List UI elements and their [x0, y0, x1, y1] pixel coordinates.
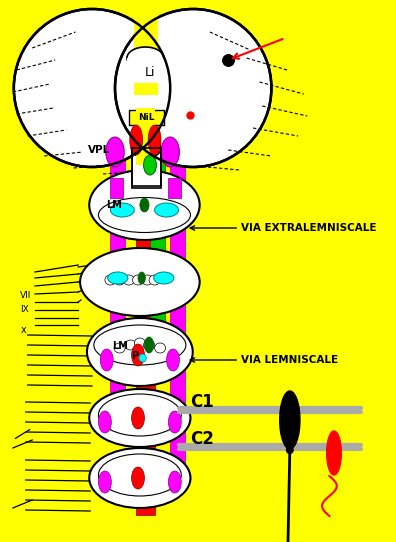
- Ellipse shape: [114, 343, 125, 353]
- Ellipse shape: [327, 431, 341, 475]
- Bar: [131, 148, 161, 186]
- Text: Li: Li: [145, 66, 155, 79]
- Ellipse shape: [154, 272, 174, 284]
- Ellipse shape: [167, 349, 179, 371]
- Ellipse shape: [106, 137, 124, 167]
- Ellipse shape: [149, 275, 160, 285]
- Text: VII: VII: [20, 291, 32, 300]
- Bar: [131, 148, 161, 188]
- Text: VIA EXTRALEMNISCALE: VIA EXTRALEMNISCALE: [241, 223, 377, 233]
- Text: VPL: VPL: [88, 145, 110, 155]
- Ellipse shape: [115, 9, 271, 167]
- Bar: [110, 178, 123, 198]
- Ellipse shape: [99, 411, 111, 433]
- Ellipse shape: [142, 275, 153, 285]
- Ellipse shape: [123, 275, 134, 285]
- Ellipse shape: [131, 407, 145, 429]
- Bar: [150, 130, 165, 375]
- Bar: [110, 130, 125, 435]
- Ellipse shape: [99, 197, 190, 233]
- Bar: [129, 110, 164, 125]
- Ellipse shape: [105, 275, 116, 285]
- Ellipse shape: [125, 340, 136, 350]
- Text: VIA LEMNISCALE: VIA LEMNISCALE: [241, 355, 338, 365]
- Text: C1: C1: [190, 393, 214, 411]
- Ellipse shape: [145, 337, 154, 353]
- Bar: [127, 58, 166, 83]
- Ellipse shape: [140, 198, 149, 212]
- Text: NiL: NiL: [138, 113, 154, 121]
- Ellipse shape: [99, 471, 111, 493]
- Ellipse shape: [114, 275, 125, 285]
- Ellipse shape: [138, 272, 145, 284]
- Bar: [170, 130, 185, 475]
- Ellipse shape: [161, 137, 179, 167]
- Ellipse shape: [127, 47, 164, 69]
- Ellipse shape: [131, 467, 145, 489]
- Ellipse shape: [154, 343, 166, 353]
- Ellipse shape: [168, 471, 181, 493]
- Ellipse shape: [280, 391, 300, 449]
- Ellipse shape: [89, 448, 190, 508]
- Ellipse shape: [133, 275, 143, 285]
- Bar: [168, 178, 181, 198]
- Ellipse shape: [87, 318, 193, 386]
- Ellipse shape: [100, 349, 113, 371]
- Bar: [136, 108, 154, 128]
- Ellipse shape: [143, 340, 154, 350]
- Ellipse shape: [131, 138, 161, 158]
- Text: LM: LM: [106, 200, 122, 210]
- Polygon shape: [136, 125, 154, 165]
- Ellipse shape: [139, 354, 146, 362]
- Ellipse shape: [94, 325, 186, 365]
- Ellipse shape: [168, 411, 181, 433]
- Text: C2: C2: [190, 430, 214, 448]
- Ellipse shape: [80, 248, 200, 316]
- Ellipse shape: [108, 272, 128, 284]
- Text: P: P: [131, 351, 138, 361]
- Ellipse shape: [148, 125, 161, 155]
- Ellipse shape: [131, 344, 145, 366]
- Text: x: x: [20, 325, 26, 335]
- Bar: [134, 5, 158, 95]
- Ellipse shape: [110, 203, 134, 217]
- Ellipse shape: [89, 389, 190, 447]
- Ellipse shape: [14, 9, 170, 167]
- Ellipse shape: [99, 454, 181, 496]
- Text: LM: LM: [112, 341, 128, 351]
- Ellipse shape: [287, 447, 293, 454]
- Ellipse shape: [99, 394, 181, 436]
- Bar: [136, 95, 154, 515]
- Ellipse shape: [154, 203, 179, 217]
- Ellipse shape: [130, 125, 143, 155]
- Ellipse shape: [143, 155, 156, 175]
- Ellipse shape: [89, 170, 200, 240]
- Ellipse shape: [134, 338, 145, 348]
- Text: IX: IX: [20, 306, 29, 314]
